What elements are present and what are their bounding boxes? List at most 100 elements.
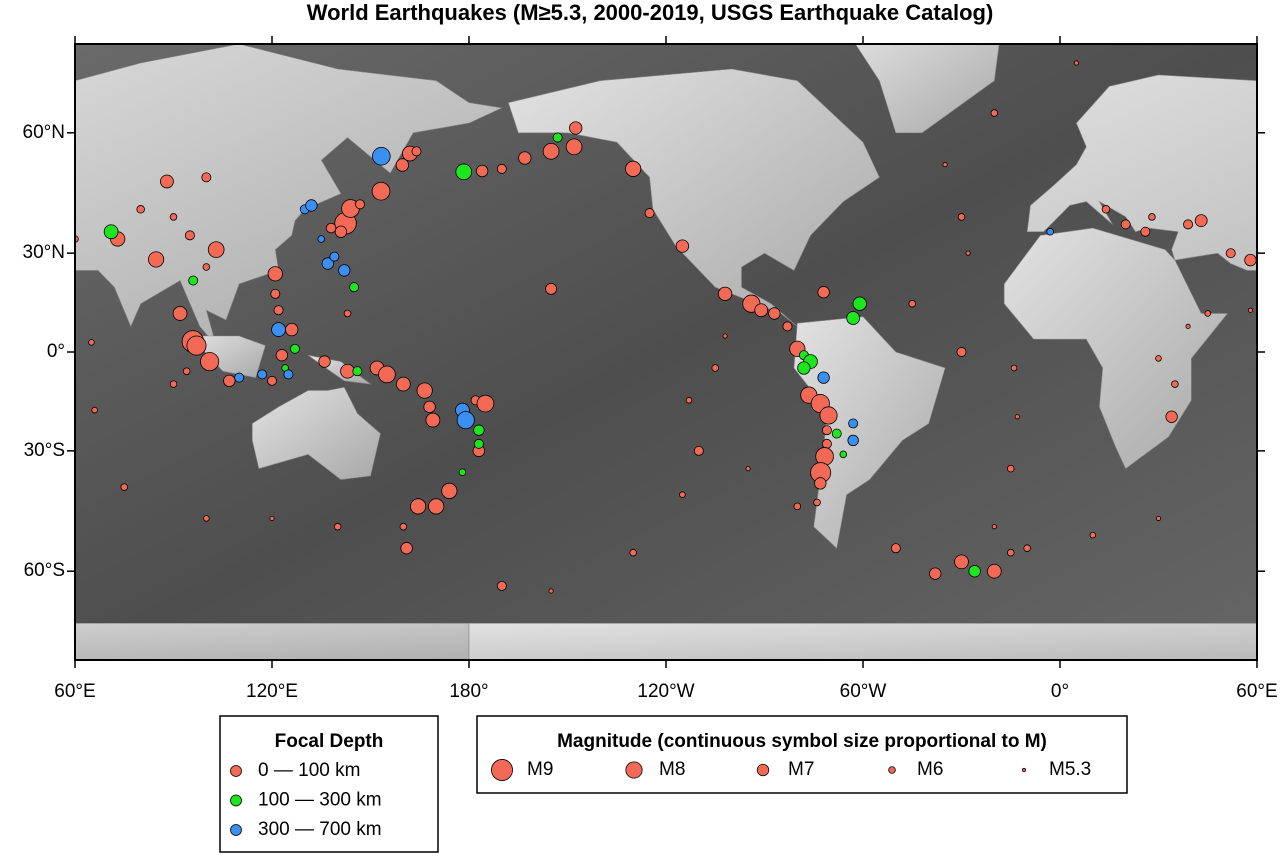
earthquake xyxy=(169,213,178,221)
earthquake xyxy=(355,199,365,210)
earthquake xyxy=(821,425,832,436)
legend-size xyxy=(888,766,896,774)
earthquake xyxy=(455,163,473,181)
earthquake xyxy=(475,164,489,178)
earthquake xyxy=(1101,205,1111,214)
earthquake xyxy=(745,466,751,472)
earthquake xyxy=(283,369,294,380)
land xyxy=(468,622,1257,660)
legend-box xyxy=(219,715,439,853)
legend-size xyxy=(756,763,770,777)
earthquake xyxy=(201,172,212,183)
earthquake xyxy=(428,498,445,515)
earthquake xyxy=(400,542,413,555)
earthquake xyxy=(644,208,655,219)
earthquake xyxy=(1165,410,1178,423)
earthquake xyxy=(1155,355,1162,362)
earthquake xyxy=(852,296,867,311)
earthquake xyxy=(1073,60,1079,66)
earthquake xyxy=(847,434,859,447)
earthquake xyxy=(410,498,427,515)
earthquake xyxy=(203,515,210,522)
earthquake xyxy=(473,438,484,449)
legend-size xyxy=(491,759,513,781)
x-tick-label: 120°E xyxy=(246,681,298,702)
earthquake xyxy=(441,482,458,499)
legend-label: M6 xyxy=(917,759,943,780)
earthquake xyxy=(378,365,396,384)
earthquake xyxy=(1140,226,1151,237)
earthquake xyxy=(817,286,830,299)
earthquake xyxy=(372,146,391,166)
earthquake xyxy=(990,109,999,117)
earthquake xyxy=(395,376,411,392)
earthquake xyxy=(202,263,211,271)
legend-label: 0 — 100 km xyxy=(258,760,360,781)
earthquake xyxy=(956,347,967,357)
earthquake xyxy=(675,239,690,253)
earthquake xyxy=(1225,248,1236,259)
earthquake xyxy=(1185,323,1191,329)
earthquake xyxy=(223,374,236,388)
earthquake xyxy=(343,309,352,318)
earthquake xyxy=(200,352,220,372)
earthquake xyxy=(395,158,409,172)
earthquake xyxy=(957,213,966,221)
earthquake xyxy=(91,406,98,414)
earthquake xyxy=(722,333,728,339)
map-area xyxy=(75,44,1257,660)
earthquake xyxy=(371,181,391,201)
earthquake xyxy=(965,250,971,256)
earthquake xyxy=(831,428,842,439)
earthquake xyxy=(423,400,436,414)
legend-label: 100 — 300 km xyxy=(258,790,382,811)
earthquake xyxy=(1010,364,1018,372)
y-tick-label: 30°S xyxy=(24,440,65,461)
earthquake xyxy=(267,266,283,282)
earthquake xyxy=(1006,464,1015,473)
earthquake xyxy=(1244,253,1257,267)
earthquake xyxy=(184,230,195,241)
earthquake xyxy=(1089,531,1097,539)
earthquake xyxy=(182,367,191,375)
depth-legend: Focal Depth 0 — 100 km 100 — 300 km 300 — … xyxy=(219,715,439,853)
y-tick-label: 30°N xyxy=(23,242,65,263)
earthquake xyxy=(136,205,145,214)
earthquake xyxy=(257,369,268,380)
legend-box xyxy=(476,715,1128,794)
earthquake xyxy=(1247,307,1253,313)
earthquake xyxy=(819,406,838,425)
earthquake xyxy=(1148,213,1156,221)
earthquake xyxy=(693,445,704,456)
map-title: World Earthquakes (M≥5.3, 2000-2019, USG… xyxy=(307,0,994,25)
earthquake xyxy=(267,375,277,386)
earthquake xyxy=(1194,214,1208,228)
earthquake xyxy=(329,251,340,262)
earthquake xyxy=(518,151,532,165)
earthquake xyxy=(813,498,821,507)
earthquake xyxy=(318,355,331,368)
earthquake xyxy=(986,563,1002,579)
earthquake xyxy=(186,335,207,356)
land xyxy=(252,386,381,480)
earthquake xyxy=(340,363,355,379)
earthquake xyxy=(821,438,832,449)
x-tick-label: 60°E xyxy=(54,681,95,702)
earthquake xyxy=(679,491,686,498)
y-tick-label: 0° xyxy=(47,341,65,362)
earthquake xyxy=(305,199,318,212)
earthquake xyxy=(120,483,129,491)
earthquake xyxy=(768,307,781,320)
earthquake xyxy=(1006,548,1015,557)
earthquake xyxy=(88,339,95,346)
earthquake xyxy=(797,361,811,375)
earthquake xyxy=(321,257,334,270)
earthquake xyxy=(411,146,422,157)
earthquake xyxy=(942,162,948,168)
earthquake xyxy=(552,132,563,143)
earthquake xyxy=(333,522,342,531)
earthquake xyxy=(565,138,583,156)
earthquake xyxy=(349,282,360,293)
earthquake xyxy=(352,366,363,377)
legend-label: M9 xyxy=(527,759,553,780)
